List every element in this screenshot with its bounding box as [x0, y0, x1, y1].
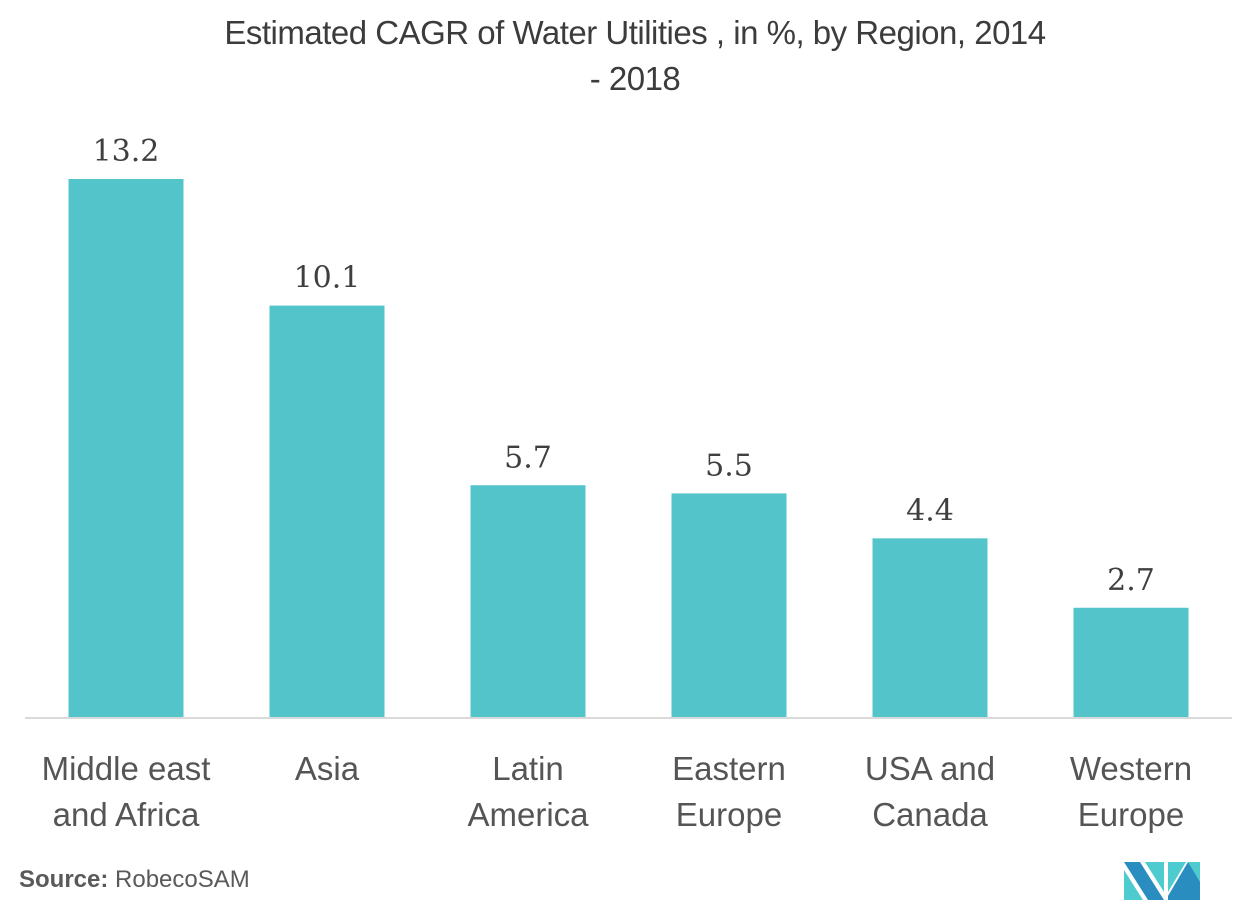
category-label-5: Western Europe: [1070, 750, 1192, 833]
category-label-line: and Africa: [53, 796, 200, 833]
chart-title-line-1: Estimated CAGR of Water Utilities , in %…: [224, 14, 1046, 51]
category-label-line: America: [467, 796, 589, 833]
bar-value-label-5: 2.7: [1107, 563, 1155, 598]
bar-2: [470, 485, 586, 718]
category-label-2: Latin America: [467, 750, 589, 833]
bar-3: [671, 493, 787, 718]
category-label-line: Canada: [872, 796, 988, 833]
bar-value-label-0: 13.2: [93, 134, 160, 169]
bar-value-label-3: 5.5: [705, 448, 753, 483]
labels-group: 13.2 Middle east and Africa 10.1 Asia 5.7 Lati…: [42, 134, 1193, 833]
bar-4: [872, 538, 988, 718]
category-label-line: Latin: [492, 750, 564, 787]
category-label-line: Asia: [295, 750, 360, 787]
category-label-3: Eastern Europe: [672, 750, 786, 833]
bar-0: [68, 179, 184, 718]
category-label-line: Eastern: [672, 750, 786, 787]
bar-value-label-2: 5.7: [504, 440, 552, 475]
bar-5: [1073, 607, 1189, 718]
source-text: RobecoSAM: [115, 866, 250, 893]
bar-value-label-4: 4.4: [906, 493, 954, 528]
category-label-line: Europe: [676, 796, 782, 833]
category-label-line: USA and: [865, 750, 995, 787]
chart-title: Estimated CAGR of Water Utilities , in %…: [100, 10, 1170, 102]
category-label-1: Asia: [295, 750, 360, 787]
category-label-line: Middle east: [42, 750, 211, 787]
source-label: Source:: [19, 866, 109, 893]
bars-group: [68, 179, 1189, 718]
source-note: Source: RobecoSAM: [19, 866, 250, 894]
bar-value-label-1: 10.1: [294, 261, 361, 296]
category-label-4: USA and Canada: [865, 750, 995, 833]
bar-1: [269, 305, 385, 718]
category-label-line: Western: [1070, 750, 1192, 787]
category-label-line: Europe: [1078, 796, 1184, 833]
mordor-intelligence-logo-icon: [1124, 862, 1200, 900]
category-label-0: Middle east and Africa: [42, 750, 211, 833]
chart-title-line-2: - 2018: [589, 60, 681, 97]
